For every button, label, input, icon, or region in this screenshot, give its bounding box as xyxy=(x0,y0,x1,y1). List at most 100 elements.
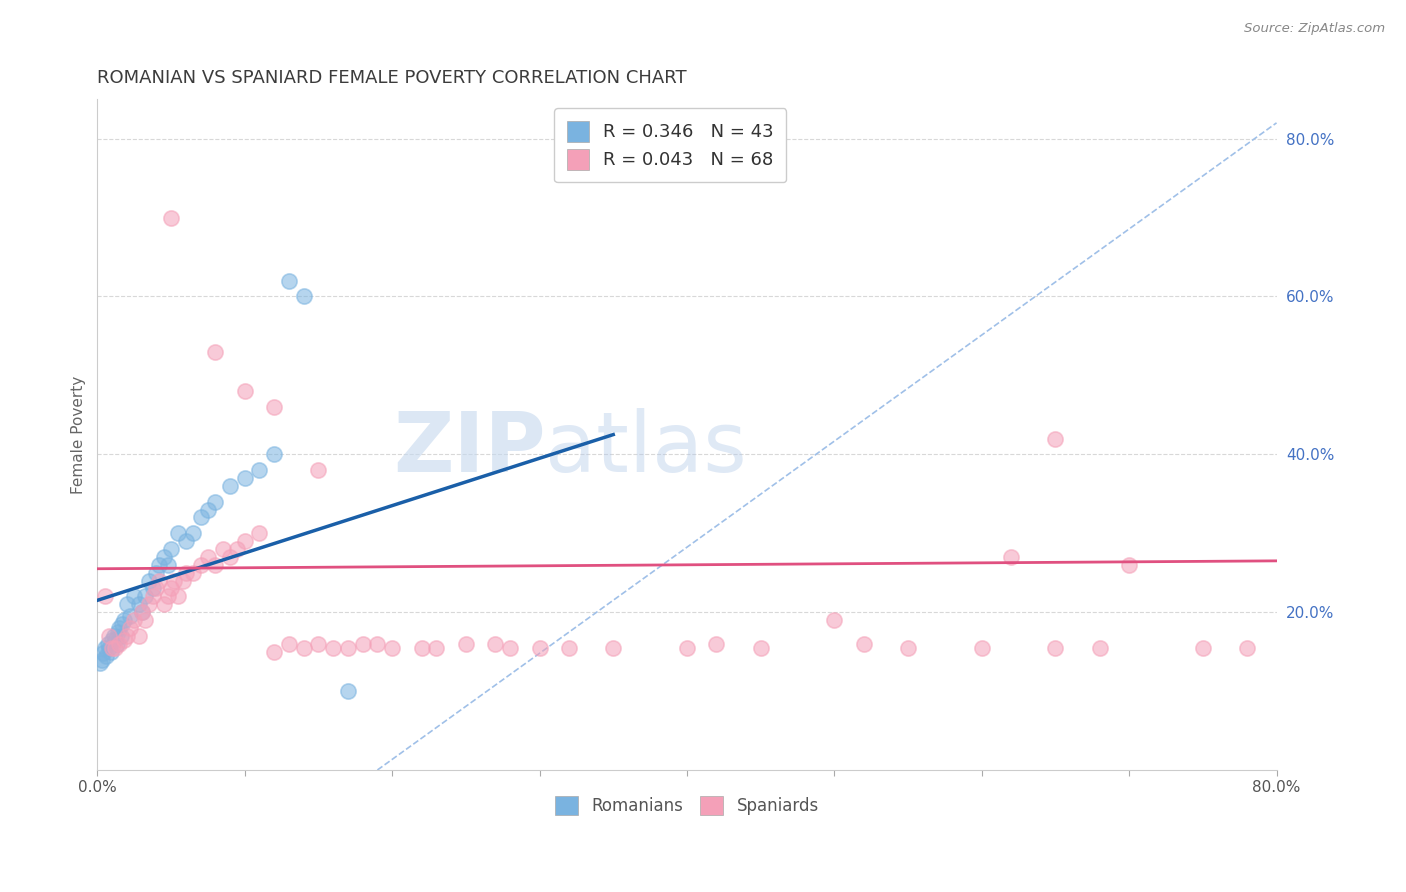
Point xyxy=(307,637,329,651)
Point xyxy=(190,558,212,572)
Point xyxy=(163,574,186,588)
Point xyxy=(112,632,135,647)
Point xyxy=(307,463,329,477)
Point xyxy=(145,582,167,596)
Text: ZIP: ZIP xyxy=(392,408,546,489)
Point xyxy=(233,384,256,399)
Point xyxy=(105,637,128,651)
Point xyxy=(823,613,845,627)
Point xyxy=(160,582,183,596)
Point xyxy=(122,613,145,627)
Point xyxy=(96,648,118,663)
Point xyxy=(157,558,180,572)
Point xyxy=(292,289,315,303)
Point xyxy=(100,645,122,659)
Point xyxy=(108,621,131,635)
Point xyxy=(263,400,285,414)
Point xyxy=(263,447,285,461)
Point xyxy=(366,637,388,651)
Point xyxy=(167,590,190,604)
Point xyxy=(197,502,219,516)
Point xyxy=(1045,432,1067,446)
Point xyxy=(174,566,197,580)
Point xyxy=(115,629,138,643)
Point xyxy=(970,640,993,655)
Point xyxy=(278,637,301,651)
Point xyxy=(89,657,111,671)
Point xyxy=(97,637,120,651)
Point xyxy=(148,558,170,572)
Point xyxy=(197,549,219,564)
Point xyxy=(157,590,180,604)
Point xyxy=(111,617,134,632)
Point xyxy=(1000,549,1022,564)
Point xyxy=(93,640,115,655)
Point xyxy=(292,640,315,655)
Point xyxy=(352,637,374,651)
Point xyxy=(128,597,150,611)
Point xyxy=(172,574,194,588)
Y-axis label: Female Poverty: Female Poverty xyxy=(72,376,86,493)
Point xyxy=(91,646,114,660)
Point xyxy=(110,629,132,643)
Point xyxy=(749,640,772,655)
Point xyxy=(128,629,150,643)
Point xyxy=(160,541,183,556)
Text: Source: ZipAtlas.com: Source: ZipAtlas.com xyxy=(1244,22,1385,36)
Point xyxy=(322,640,344,655)
Point xyxy=(181,526,204,541)
Point xyxy=(219,549,242,564)
Point xyxy=(249,526,271,541)
Point xyxy=(131,605,153,619)
Point xyxy=(558,640,581,655)
Point xyxy=(706,637,728,651)
Point xyxy=(142,590,165,604)
Point xyxy=(1118,558,1140,572)
Point xyxy=(131,605,153,619)
Point xyxy=(411,640,433,655)
Point xyxy=(233,471,256,485)
Point xyxy=(98,640,121,655)
Point xyxy=(499,640,522,655)
Point xyxy=(174,534,197,549)
Point xyxy=(425,640,447,655)
Point xyxy=(104,632,127,647)
Point xyxy=(204,558,226,572)
Text: ROMANIAN VS SPANIARD FEMALE POVERTY CORRELATION CHART: ROMANIAN VS SPANIARD FEMALE POVERTY CORR… xyxy=(97,69,688,87)
Point xyxy=(93,590,115,604)
Point xyxy=(381,640,404,655)
Point xyxy=(101,632,124,647)
Point xyxy=(529,640,551,655)
Point xyxy=(104,640,127,655)
Point xyxy=(152,597,174,611)
Point xyxy=(263,645,285,659)
Point xyxy=(115,597,138,611)
Point xyxy=(676,640,699,655)
Point xyxy=(190,510,212,524)
Point xyxy=(602,640,624,655)
Point xyxy=(181,566,204,580)
Point xyxy=(211,541,233,556)
Point xyxy=(219,479,242,493)
Point xyxy=(1045,640,1067,655)
Point xyxy=(1088,640,1111,655)
Point xyxy=(108,637,131,651)
Point xyxy=(148,574,170,588)
Point xyxy=(204,494,226,508)
Point xyxy=(233,534,256,549)
Point xyxy=(112,613,135,627)
Point xyxy=(138,597,160,611)
Point xyxy=(1236,640,1258,655)
Point xyxy=(160,211,183,225)
Point xyxy=(142,582,165,596)
Point xyxy=(278,274,301,288)
Point xyxy=(167,526,190,541)
Point xyxy=(204,344,226,359)
Point xyxy=(1192,640,1215,655)
Point xyxy=(134,613,156,627)
Point xyxy=(107,624,129,639)
Point xyxy=(152,549,174,564)
Point xyxy=(897,640,920,655)
Point xyxy=(336,640,359,655)
Point xyxy=(118,609,141,624)
